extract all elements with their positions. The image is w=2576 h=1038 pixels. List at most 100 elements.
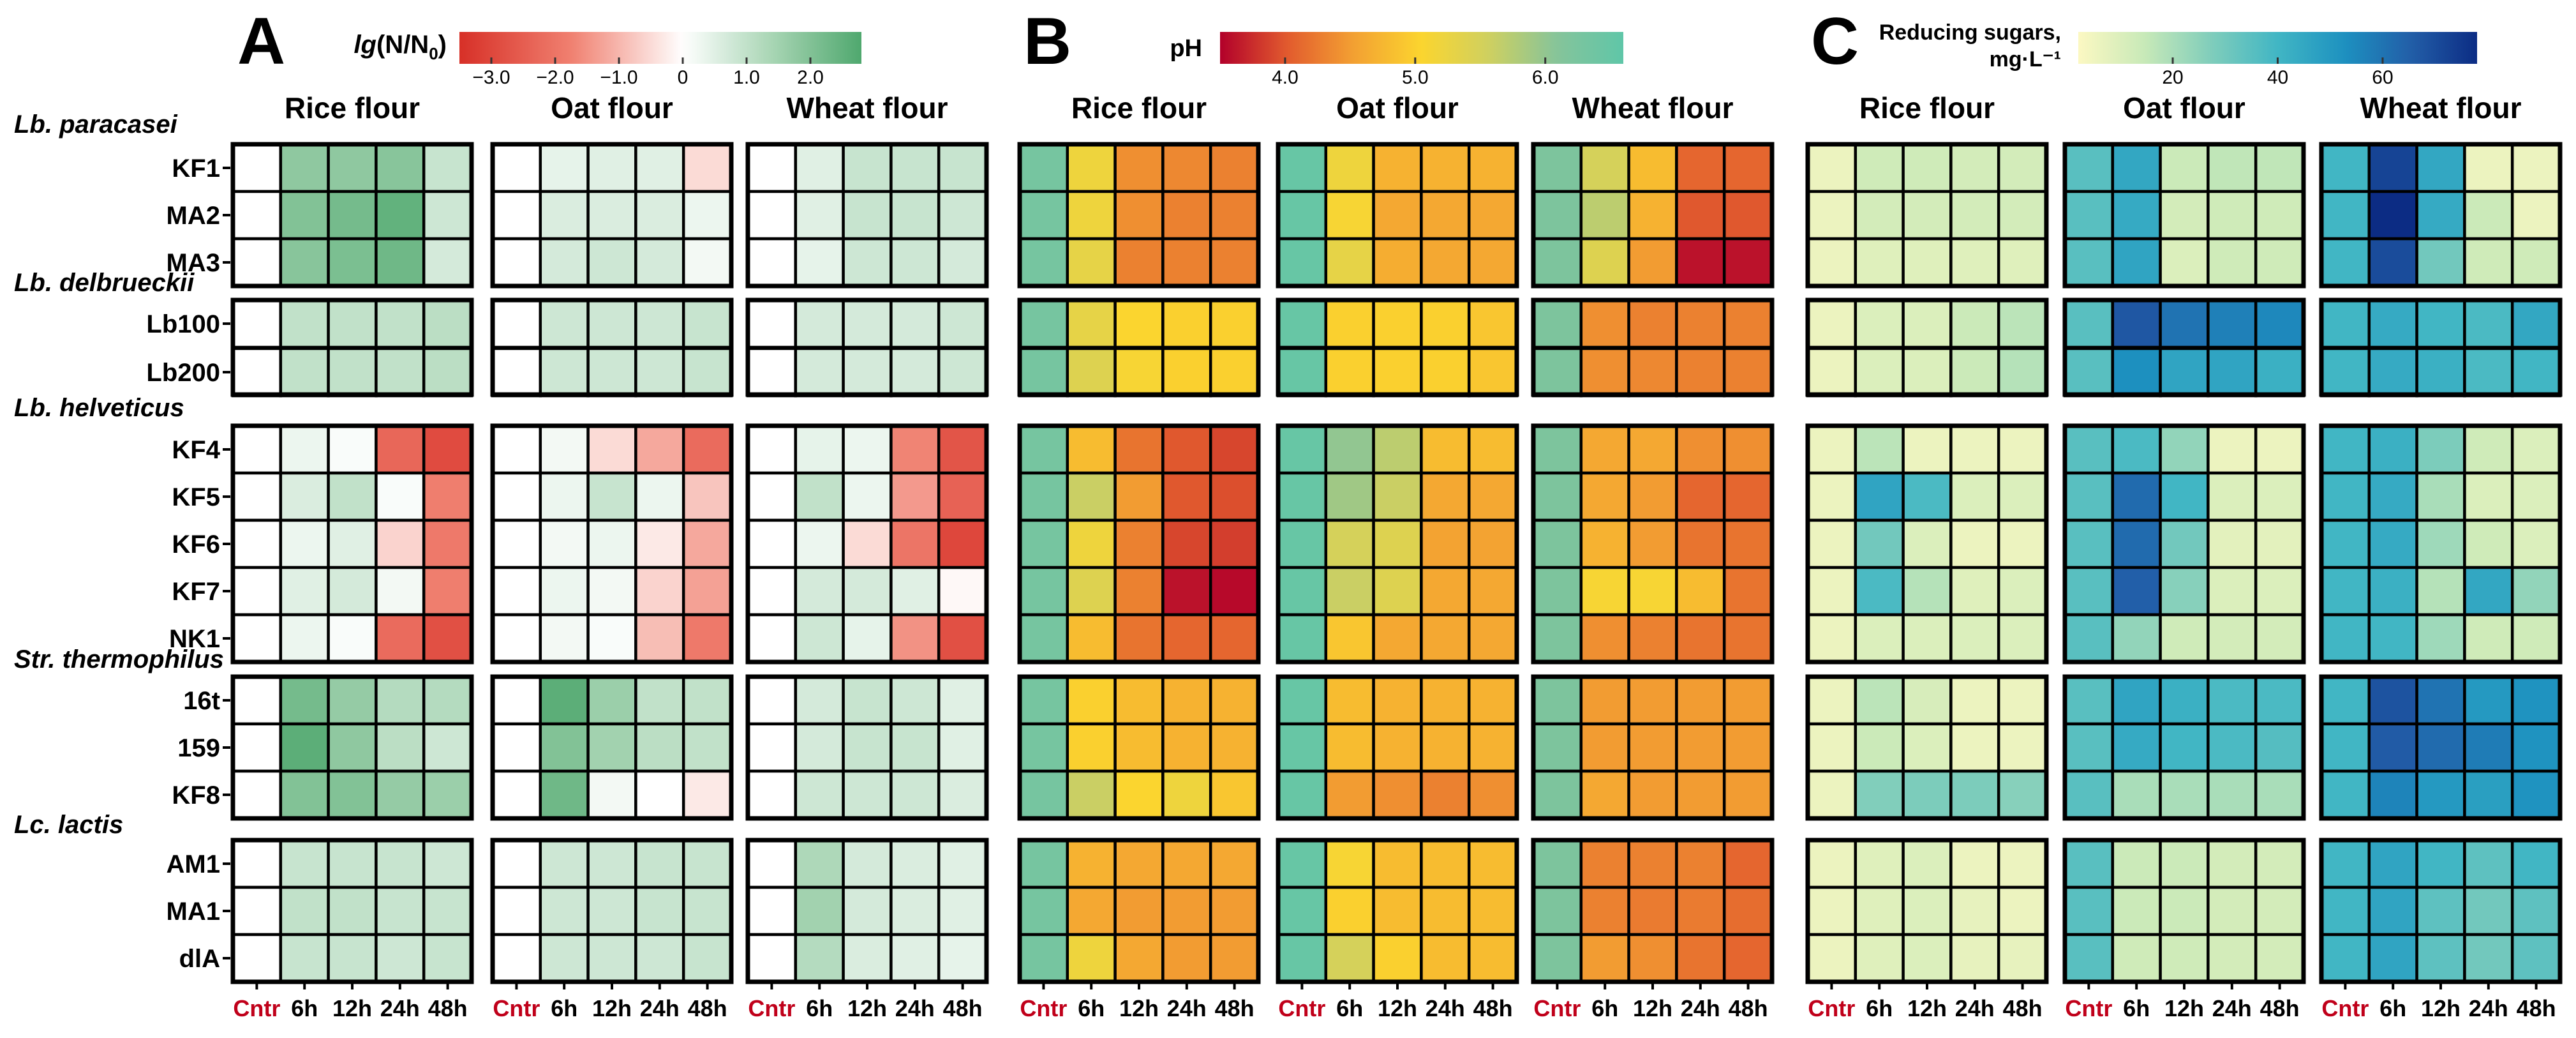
heatmap-cell — [842, 237, 893, 288]
heatmap-cell — [2415, 838, 2466, 889]
colorbar-tick-label: 4.0 — [1272, 67, 1299, 88]
heatmap-cell — [422, 885, 473, 936]
heatmap-cell — [937, 675, 988, 726]
heatmap-cell — [539, 769, 590, 820]
heatmap-cell — [2207, 838, 2258, 889]
heatmap-cell — [2254, 142, 2305, 193]
time-label: 6h — [2123, 995, 2150, 1021]
heatmap-cell — [842, 424, 893, 475]
heatmap-cell — [1579, 471, 1630, 522]
heatmap-cell — [1627, 933, 1678, 984]
group-frame — [1531, 423, 1775, 665]
heatmap-cell — [327, 298, 378, 349]
heatmap-cell — [2159, 933, 2210, 984]
heatmap-cell — [1209, 471, 1260, 522]
heatmap-cell — [681, 518, 733, 569]
strain-label: KF5 — [172, 483, 220, 511]
heatmap-cell — [2463, 190, 2514, 241]
heatmap-cell — [2463, 347, 2514, 398]
heatmap-cell — [1018, 518, 1069, 569]
heatmap-cell — [1467, 298, 1519, 349]
heatmap-cell — [1806, 613, 1858, 664]
heatmap-cell — [2254, 298, 2305, 349]
heatmap-cell — [794, 518, 845, 569]
heatmap-cell — [842, 142, 893, 193]
heatmap-cell — [634, 885, 685, 936]
heatmap-cell — [1420, 424, 1471, 475]
heatmap-cell — [746, 190, 798, 241]
heatmap-cell — [1113, 838, 1165, 889]
heatmap-cell — [1066, 722, 1117, 773]
heatmap-cell — [231, 237, 283, 288]
heatmap-cell — [586, 613, 637, 664]
heatmap-cell — [375, 518, 426, 569]
heatmap-cell — [634, 190, 685, 241]
heatmap-cell — [1276, 237, 1328, 288]
heatmap-cell — [2254, 613, 2305, 664]
species-label: Str. thermophilus — [14, 645, 224, 673]
heatmap-cell — [1018, 190, 1069, 241]
heatmap-cell — [1675, 518, 1726, 569]
heatmap-cell — [1722, 722, 1774, 773]
heatmap-cell — [2319, 769, 2371, 820]
flour-title: Wheat flour — [2360, 91, 2522, 124]
heatmap-cell — [1161, 237, 1212, 288]
heatmap-cell — [1420, 613, 1471, 664]
heatmap-cell — [1066, 142, 1117, 193]
heatmap-cell — [890, 566, 941, 617]
heatmap-cell — [937, 424, 988, 475]
heatmap-cell — [1372, 518, 1423, 569]
heatmap-cell — [2319, 566, 2371, 617]
heatmap-cell — [491, 885, 542, 936]
heatmap-cell — [1209, 298, 1260, 349]
heatmap-cell — [1276, 142, 1328, 193]
heatmap-cell — [1066, 613, 1117, 664]
colorbar-tick-label: 20 — [2162, 67, 2183, 88]
heatmap-cell — [2319, 471, 2371, 522]
heatmap-cell — [1806, 566, 1858, 617]
heatmap-cell — [2254, 566, 2305, 617]
heatmap-cell — [491, 190, 542, 241]
heatmap-cell — [1018, 298, 1069, 349]
heatmap-cell — [1579, 518, 1630, 569]
heatmap-cell — [794, 566, 845, 617]
heatmap-cell — [231, 675, 283, 726]
heatmap-cell — [2159, 675, 2210, 726]
heatmap-cell — [1324, 471, 1375, 522]
heatmap-cell — [1531, 471, 1583, 522]
heatmap-cell — [2415, 675, 2466, 726]
heatmap-cell — [1531, 142, 1583, 193]
heatmap-cell — [422, 424, 473, 475]
group-frame — [2062, 297, 2306, 397]
heatmap-cell — [1902, 769, 1953, 820]
heatmap-cell — [1997, 769, 2048, 820]
heatmap-cell — [2463, 885, 2514, 936]
heatmap-cell — [231, 769, 283, 820]
heatmap-cell — [1324, 424, 1375, 475]
heatmap-cell — [327, 769, 378, 820]
heatmap-cell — [1467, 722, 1519, 773]
heatmap-cell — [1627, 298, 1678, 349]
heatmap-cell — [2159, 518, 2210, 569]
heatmap-cell — [327, 424, 378, 475]
heatmap-cell — [586, 142, 637, 193]
strain-label: Lb200 — [146, 359, 220, 387]
heatmap-cell — [1276, 471, 1328, 522]
heatmap-cell — [2207, 298, 2258, 349]
heatmap-cell — [2319, 298, 2371, 349]
heatmap-cell — [586, 885, 637, 936]
heatmap-cell — [1949, 838, 2000, 889]
heatmap-cell — [1209, 613, 1260, 664]
heatmap-cell — [1276, 518, 1328, 569]
group-frame — [230, 423, 474, 665]
time-label: 48h — [2003, 995, 2043, 1021]
heatmap-cell — [279, 769, 330, 820]
time-label: 12h — [1633, 995, 1672, 1021]
heatmap-cell — [794, 424, 845, 475]
heatmap-cell — [491, 424, 542, 475]
heatmap-cell — [539, 838, 590, 889]
heatmap-cell — [937, 190, 988, 241]
heatmap-cell — [634, 722, 685, 773]
heatmap-cell — [2111, 769, 2162, 820]
heatmap-cell — [1722, 838, 1774, 889]
